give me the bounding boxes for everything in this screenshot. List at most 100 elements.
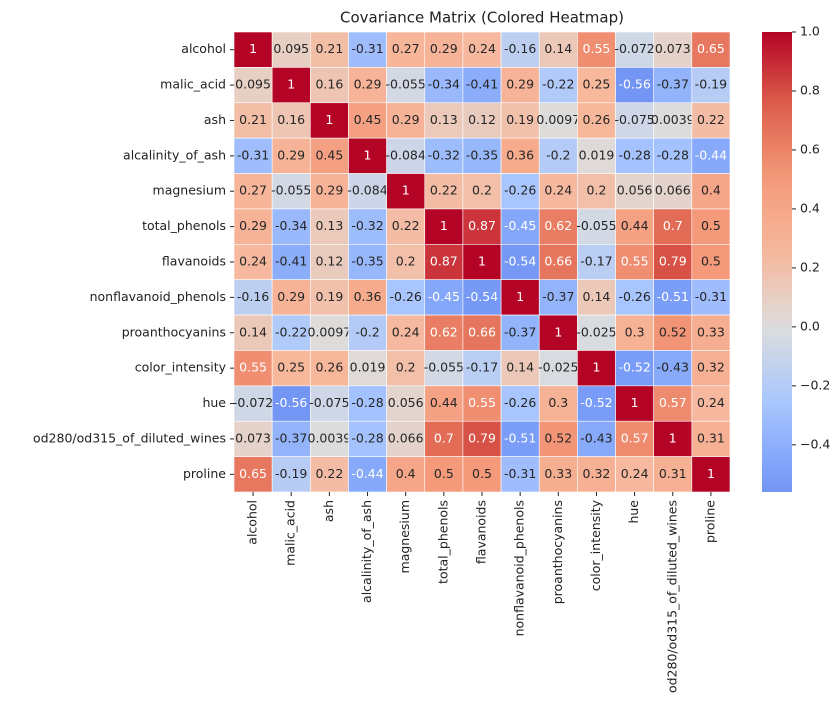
cell-label: -0.37 [275, 430, 307, 445]
y-tick-label: total_phenols [142, 218, 226, 233]
cell-label: 0.2 [396, 254, 416, 269]
cell-label: 0.25 [277, 360, 305, 375]
heatmap-cell [310, 31, 349, 68]
cell-label: 0.056 [388, 395, 424, 410]
y-tick-label: hue [202, 395, 226, 410]
heatmap-cell [348, 279, 387, 316]
cell-label: 0.4 [396, 466, 416, 481]
cell-label: 0.0097 [536, 112, 580, 127]
cell-label: 0.19 [506, 112, 534, 127]
heatmap-cell [653, 385, 693, 422]
heatmap-cell [538, 385, 578, 422]
cell-label: 0.7 [663, 218, 683, 233]
colorbar-tick-label: 0.8 [800, 82, 820, 97]
cell-label: 0.31 [659, 466, 687, 481]
heatmap-cell [538, 137, 578, 174]
heatmap-cell [462, 173, 502, 210]
cell-label: -0.17 [580, 254, 612, 269]
heatmap-cell [310, 314, 349, 351]
heatmap-cell [577, 31, 616, 68]
heatmap-cell [348, 208, 387, 245]
heatmap-cell [462, 456, 502, 493]
heatmap-cell [386, 420, 426, 457]
heatmap-cell [538, 67, 578, 104]
cell-label: -0.56 [618, 77, 650, 92]
heatmap-cell [615, 102, 654, 139]
heatmap-cell [691, 173, 731, 210]
heatmap-cell [424, 420, 464, 457]
heatmap-cell [538, 279, 578, 316]
cell-label: 1 [287, 77, 295, 92]
cell-label: -0.16 [504, 41, 536, 56]
heatmap-cell [424, 279, 464, 316]
heatmap-cell [271, 385, 311, 422]
heatmap-cell [348, 350, 387, 387]
y-tick-label: alcalinity_of_ash [123, 147, 226, 162]
cell-label: 1 [478, 254, 486, 269]
heatmap-cell [310, 350, 349, 387]
cell-label: 0.52 [544, 430, 572, 445]
heatmap-cell [424, 137, 464, 174]
heatmap-cell [653, 279, 693, 316]
heatmap-cell [386, 279, 426, 316]
cell-label: -0.16 [237, 289, 269, 304]
heatmap-cell [233, 314, 273, 351]
x-tick-label: color_intensity [588, 499, 603, 591]
cell-label: 0.52 [659, 324, 687, 339]
cell-label: 0.24 [468, 41, 496, 56]
cell-label: 0.24 [544, 183, 572, 198]
cell-label: -0.37 [542, 289, 574, 304]
cell-label: -0.43 [580, 430, 612, 445]
heatmap-cell [500, 420, 540, 457]
cell-label: 0.073 [655, 41, 691, 56]
heatmap-cell [615, 456, 654, 493]
heatmap-cell [271, 31, 311, 68]
cell-label: -0.32 [428, 147, 460, 162]
cell-label: 0.55 [583, 41, 611, 56]
cell-label: 0.29 [506, 77, 534, 92]
heatmap-cell [424, 67, 464, 104]
cell-label: 0.87 [430, 254, 458, 269]
cell-label: 0.62 [544, 218, 572, 233]
cell-label: -0.51 [504, 430, 536, 445]
heatmap-cell [271, 102, 311, 139]
heatmap-cell [500, 31, 540, 68]
cell-label: -0.37 [657, 77, 689, 92]
cell-label: 0.36 [506, 147, 534, 162]
heatmap-cell [691, 279, 731, 316]
heatmap-cell [538, 420, 578, 457]
cell-label: -0.22 [275, 324, 307, 339]
cell-label: 0.22 [392, 218, 420, 233]
cell-label: 0.7 [434, 430, 454, 445]
cell-label: 0.55 [468, 395, 496, 410]
heatmap-cell [462, 350, 502, 387]
cell-label: -0.54 [466, 289, 498, 304]
cell-label: 0.095 [273, 41, 309, 56]
cell-label: 0.87 [468, 218, 496, 233]
cell-label: 0.36 [354, 289, 382, 304]
cell-label: 0.21 [315, 41, 343, 56]
heatmap-cell [424, 244, 464, 280]
x-tick-label: nonflavanoid_phenols [512, 500, 527, 636]
cell-label: 0.5 [434, 466, 454, 481]
heatmap-cell [653, 31, 693, 68]
cell-label: -0.37 [504, 324, 536, 339]
cell-label: 0.22 [430, 183, 458, 198]
chart-title: Covariance Matrix (Colored Heatmap) [340, 9, 624, 27]
cell-label: 0.65 [239, 466, 267, 481]
x-tick-label: magnesium [397, 500, 412, 573]
heatmap-cell [310, 420, 349, 457]
cell-label: 0.019 [350, 360, 386, 375]
heatmap-cell [500, 279, 540, 316]
cell-label: 1 [402, 183, 410, 198]
cell-label: -0.35 [351, 254, 383, 269]
heatmap-cell [653, 173, 693, 210]
cell-label: -0.055 [576, 218, 616, 233]
cell-label: -0.54 [504, 254, 536, 269]
heatmap-cell [271, 208, 311, 245]
cell-label: -0.45 [428, 289, 460, 304]
y-tick-label: magnesium [153, 183, 226, 198]
y-tick-label: ash [204, 112, 226, 127]
cell-label: -0.52 [580, 395, 612, 410]
